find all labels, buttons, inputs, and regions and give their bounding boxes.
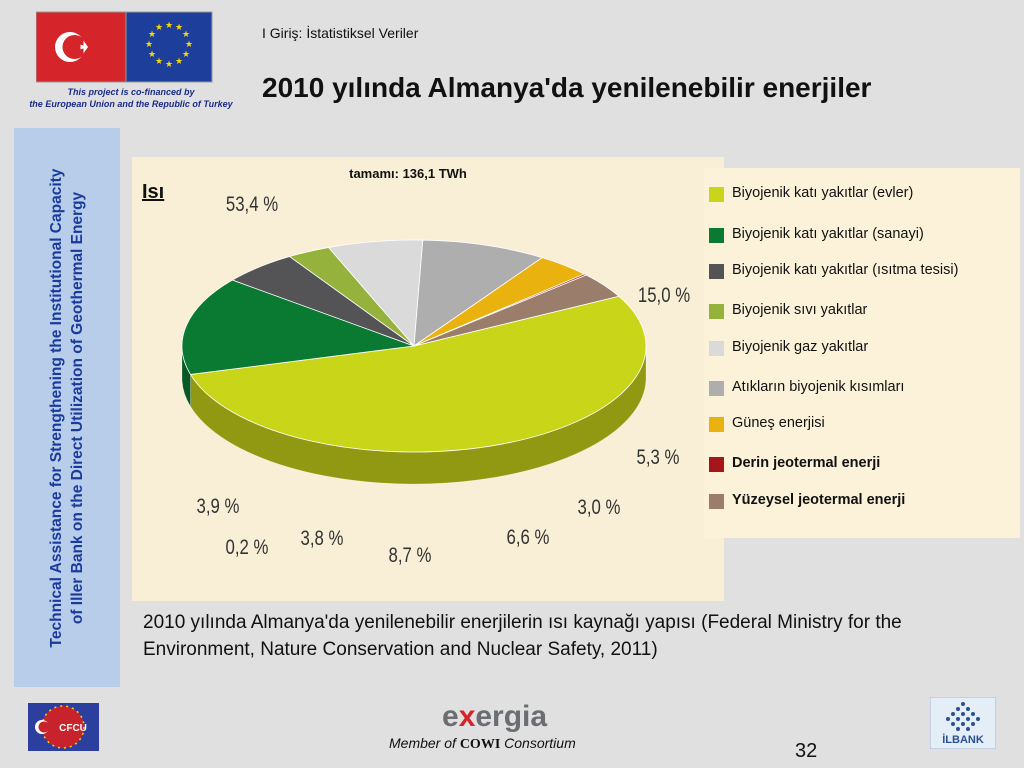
pie-slice-0 — [189, 295, 647, 453]
exergia-letter-x: x — [459, 700, 476, 732]
slide-title: 2010 yılında Almanya'da yenilenebilir en… — [262, 72, 872, 103]
svg-text:★: ★ — [182, 50, 190, 60]
legend-swatch-0 — [709, 187, 724, 202]
legend-label-0: Biyojenik katı yakıtlar (evler) — [732, 185, 914, 201]
pie-label-8: 3,9 % — [197, 495, 240, 518]
ilbank-logo: İLBANK — [930, 697, 996, 749]
pie-slice-8 — [413, 274, 620, 347]
legend-swatch-1 — [709, 228, 724, 243]
svg-text:★: ★ — [185, 40, 193, 50]
pie-label-2: 5,3 % — [637, 446, 680, 469]
svg-text:★: ★ — [148, 30, 156, 40]
pie-label-1: 15,0 % — [638, 284, 690, 307]
svg-text:★: ★ — [165, 21, 173, 31]
svg-text:exergia: exergia — [442, 700, 547, 732]
member-cowi: COWI — [459, 737, 501, 752]
cfcu-logo-text: CFCU — [59, 723, 87, 734]
svg-text:★: ★ — [175, 57, 183, 67]
pie-label-6: 3,8 % — [301, 527, 344, 550]
cofinanced-line-2: the European Union and the Republic of T… — [29, 99, 233, 109]
legend-label-4: Biyojenik gaz yakıtlar — [732, 339, 869, 355]
legend-swatch-4 — [709, 341, 724, 356]
exergia-rest: ergia — [475, 700, 547, 732]
legend-swatch-5 — [709, 381, 724, 396]
figure-caption: 2010 yılında Almanya'da yenilenebilir en… — [143, 612, 902, 660]
svg-text:★: ★ — [182, 30, 190, 40]
cofinanced-line-1: This project is co-financed by — [67, 87, 195, 97]
legend-label-1: Biyojenik katı yakıtlar (sanayi) — [732, 226, 924, 242]
legend-label-3: Biyojenik sıvı yakıtlar — [732, 302, 868, 318]
pie-label-7: 0,2 % — [226, 536, 269, 559]
pie-label-4: 6,6 % — [507, 526, 550, 549]
svg-text:★: ★ — [145, 40, 153, 50]
pie-label-0: 53,4 % — [226, 193, 278, 216]
legend-swatch-8 — [709, 494, 724, 509]
legend-label-5: Atıkların biyojenik kısımları — [732, 379, 905, 395]
pie-slice-1 — [181, 279, 415, 375]
legend-swatch-6 — [709, 417, 724, 432]
member-suffix: Consortium — [504, 735, 576, 751]
pie-labels: 53,4 % 15,0 % 5,3 % 3,0 % 6,6 % 8,7 % 3,8 % 0,2… — [197, 193, 691, 567]
chart-subtitle: tamamı: 136,1 TWh — [349, 166, 467, 181]
svg-text:★: ★ — [155, 57, 163, 67]
ilbank-logo-text: İLBANK — [942, 733, 984, 746]
section-label: I Giriş: İstatistiksel Veriler — [262, 25, 419, 41]
svg-text:★: ★ — [148, 50, 156, 60]
member-text: Member of COWI Consortium — [389, 735, 576, 753]
legend-swatch-3 — [709, 304, 724, 319]
legend-label-8: Yüzeysel jeotermal enerji — [732, 492, 906, 508]
page-number: 32 — [795, 740, 818, 762]
project-flags-logo: ★ ★★ ★★★ ★★★ ★★★ — [36, 11, 213, 83]
side-panel: Technical Assistance for Strengthening t… — [14, 128, 120, 687]
legend-label-7: Derin jeotermal enerji — [732, 455, 881, 471]
svg-text:★: ★ — [175, 23, 183, 33]
svg-text:★: ★ — [155, 23, 163, 33]
legend-background — [704, 168, 1020, 538]
legend-swatch-7 — [709, 457, 724, 472]
legend-label-6: Güneş enerjisi — [732, 415, 825, 431]
pie-slice-5 — [413, 239, 544, 347]
pie-tops — [181, 239, 647, 453]
legend-label-2: Biyojenik katı yakıtlar (ısıtma tesisi) — [732, 262, 959, 278]
pie-label-5: 8,7 % — [389, 544, 432, 567]
exergia-logo: exergia — [442, 700, 547, 732]
legend-swatch-2 — [709, 264, 724, 279]
chart-title: Isı — [142, 181, 164, 203]
exergia-letter-e: e — [442, 700, 459, 732]
member-prefix: Member of — [389, 735, 456, 751]
cfcu-logo: CFCU — [28, 703, 99, 751]
svg-text:★: ★ — [165, 60, 173, 70]
pie-label-3: 3,0 % — [578, 496, 621, 519]
